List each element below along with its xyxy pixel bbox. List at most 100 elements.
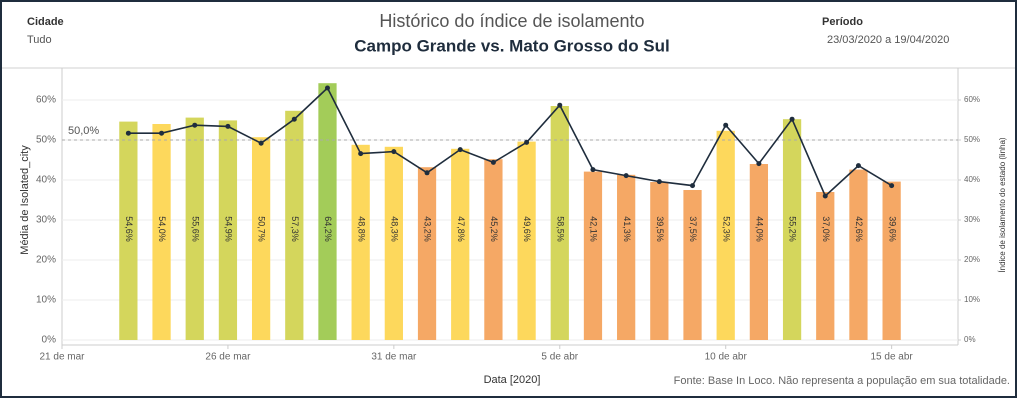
line-point bbox=[125, 130, 131, 136]
bar bbox=[119, 121, 138, 340]
state-line bbox=[128, 86, 893, 198]
bar bbox=[782, 119, 802, 340]
x-axis-title: Data [2020] bbox=[484, 374, 541, 386]
line-point bbox=[291, 116, 297, 122]
x-tick-label: 15 de abr bbox=[870, 352, 913, 363]
bar bbox=[251, 137, 271, 340]
line-point bbox=[524, 139, 530, 145]
y-tick-label: 50% bbox=[36, 135, 56, 146]
bar-value-label: 48,3% bbox=[389, 216, 399, 242]
bar-value-label: 50,7% bbox=[257, 216, 267, 242]
y-tick-label: 30% bbox=[36, 215, 56, 226]
y-tick-label: 60% bbox=[36, 95, 56, 106]
line-point bbox=[258, 140, 264, 146]
bar-value-label: 42,6% bbox=[854, 216, 864, 242]
y2-tick-label: 40% bbox=[964, 175, 980, 184]
x-tick-label: 26 de mar bbox=[205, 352, 251, 363]
line-point bbox=[324, 85, 330, 91]
line-point bbox=[822, 193, 828, 199]
bar-value-label: 48,8% bbox=[356, 216, 366, 242]
bar-value-label: 47,8% bbox=[456, 216, 466, 242]
line-point bbox=[623, 173, 629, 179]
bar-value-label: 44,0% bbox=[755, 216, 765, 242]
y2-axis-title: Índice de isolamento do estado (linha) bbox=[998, 137, 1007, 273]
bar-value-label: 39,5% bbox=[655, 216, 665, 242]
bar bbox=[384, 146, 403, 340]
y2-tick-label: 30% bbox=[964, 215, 980, 224]
city-label: Cidade bbox=[27, 16, 64, 28]
y-tick-label: 20% bbox=[36, 255, 56, 266]
period-label: Período bbox=[822, 16, 863, 28]
bar bbox=[451, 148, 470, 340]
bar-value-label: 37,5% bbox=[688, 216, 698, 242]
bar bbox=[417, 167, 437, 340]
bar bbox=[849, 169, 868, 340]
bar-value-label: 39,6% bbox=[887, 216, 897, 242]
y-tick-label: 10% bbox=[36, 295, 56, 306]
y2-tick-label: 50% bbox=[964, 135, 980, 144]
line-point bbox=[424, 170, 430, 176]
line-point bbox=[690, 183, 696, 189]
y2-tick-label: 10% bbox=[964, 295, 980, 304]
x-tick-label: 31 de mar bbox=[371, 352, 417, 363]
bar bbox=[816, 192, 835, 340]
bar bbox=[351, 144, 370, 340]
y2-tick-label: 20% bbox=[964, 255, 980, 264]
bar-value-label: 54,6% bbox=[124, 216, 134, 242]
bar bbox=[683, 190, 702, 340]
bar-value-label: 64,2% bbox=[323, 216, 333, 242]
line-point bbox=[490, 159, 496, 165]
bar bbox=[517, 141, 536, 340]
y2-tick-label: 0% bbox=[964, 335, 976, 344]
x-tick-label: 5 de abr bbox=[541, 352, 578, 363]
bar bbox=[882, 181, 901, 340]
bar bbox=[550, 106, 569, 340]
line-point bbox=[889, 183, 895, 189]
line-point bbox=[656, 179, 662, 185]
bar-value-label: 55,6% bbox=[190, 216, 200, 242]
bar bbox=[583, 171, 603, 340]
y-tick-label: 0% bbox=[42, 335, 57, 346]
bar-value-label: 49,6% bbox=[522, 216, 532, 242]
line-point bbox=[855, 163, 861, 169]
line-point bbox=[192, 122, 198, 128]
line-point bbox=[557, 102, 563, 108]
bar-value-label: 58,5% bbox=[555, 216, 565, 242]
bar bbox=[218, 120, 238, 341]
bar-value-label: 43,2% bbox=[423, 216, 433, 242]
bar-value-label: 55,2% bbox=[788, 216, 798, 242]
bar bbox=[617, 174, 636, 340]
x-tick-label: 21 de mar bbox=[39, 352, 85, 363]
line-point bbox=[457, 147, 463, 153]
bar-value-label: 54,0% bbox=[157, 216, 167, 242]
city-value[interactable]: Tudo bbox=[27, 34, 52, 46]
line-point bbox=[756, 161, 762, 167]
line-point bbox=[159, 130, 165, 136]
line-point bbox=[590, 167, 596, 173]
bar bbox=[749, 164, 769, 340]
bar bbox=[484, 159, 503, 340]
bar bbox=[318, 83, 337, 340]
bar-value-label: 41,3% bbox=[622, 216, 632, 242]
bar-value-label: 57,3% bbox=[290, 216, 300, 242]
line-point bbox=[723, 122, 729, 128]
bar bbox=[285, 110, 304, 340]
line-point bbox=[391, 149, 397, 155]
bar-value-label: 54,9% bbox=[224, 216, 234, 242]
chart-subtitle: Campo Grande vs. Mato Grosso do Sul bbox=[354, 36, 670, 55]
line-point bbox=[789, 116, 795, 122]
bar bbox=[650, 182, 669, 340]
bar-value-label: 42,1% bbox=[589, 216, 599, 242]
period-value[interactable]: 23/03/2020 a 19/04/2020 bbox=[827, 34, 949, 46]
bar bbox=[716, 130, 735, 340]
y-tick-label: 40% bbox=[36, 175, 56, 186]
source-note: Fonte: Base In Loco. Não representa a po… bbox=[674, 375, 1010, 387]
bar-value-label: 37,0% bbox=[821, 216, 831, 242]
line-point bbox=[358, 151, 364, 157]
reference-label: 50,0% bbox=[68, 125, 99, 137]
y2-tick-label: 60% bbox=[964, 95, 980, 104]
line-point bbox=[225, 123, 231, 129]
